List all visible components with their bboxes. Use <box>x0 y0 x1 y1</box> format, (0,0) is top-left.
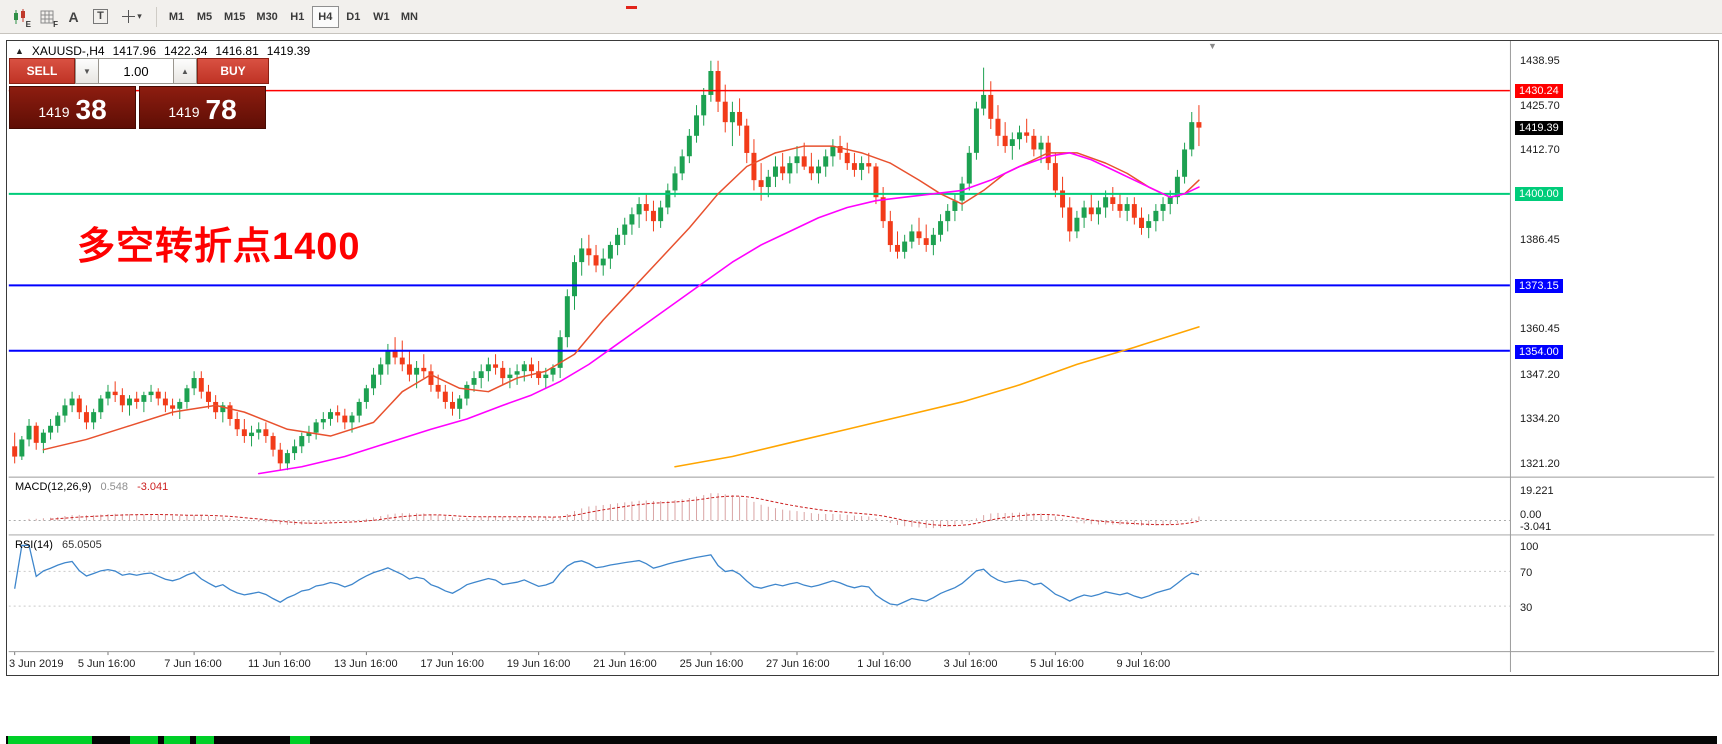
rsi-caption: RSI(14) 65.0505 <box>15 539 108 551</box>
time-axis-label: 25 Jun 16:00 <box>679 658 744 670</box>
indicator-axis-label: 19.221 <box>1520 485 1554 497</box>
macd-label: MACD(12,26,9) <box>15 481 92 493</box>
bid-price-pips: 38 <box>75 94 107 125</box>
candlestick-chart[interactable] <box>7 41 1716 673</box>
scroll-to-end-icon[interactable]: ▼ <box>1208 41 1217 51</box>
timeframe-group: M1 M5 M15 M30 H1 H4 D1 W1 MN <box>163 5 423 28</box>
time-axis-label: 11 Jun 16:00 <box>247 658 311 670</box>
time-axis-label: 7 Jun 16:00 <box>164 658 222 670</box>
terminal-strip-segment <box>8 736 92 744</box>
time-axis-label: 3 Jun 2019 <box>9 658 64 670</box>
time-axis-label: 5 Jun 16:00 <box>77 658 136 670</box>
price-level-tag: 1373.15 <box>1515 279 1563 294</box>
timeframe-button-D1[interactable]: D1 <box>340 6 367 28</box>
ask-price-main: 1419 <box>168 104 200 120</box>
rsi-label: RSI(14) <box>15 539 53 551</box>
cursor-tool-button[interactable]: ▾ <box>114 5 150 29</box>
text-label-button[interactable]: A <box>60 5 87 29</box>
time-axis-label: 19 Jun 16:00 <box>506 658 571 670</box>
timeframe-button-MN[interactable]: MN <box>396 6 423 28</box>
time-axis-label: 27 Jun 16:00 <box>765 658 830 670</box>
chevron-down-icon: ▾ <box>137 11 142 21</box>
terminal-strip-segment <box>196 736 214 744</box>
price-axis-label: 1321.20 <box>1520 457 1560 470</box>
terminal-edge-strip <box>6 736 1717 744</box>
ohlc-low: 1416.81 <box>215 44 259 58</box>
crosshair-icon <box>122 10 136 23</box>
price-level-tag: 1354.00 <box>1515 344 1563 359</box>
top-toolbar: E F A T ▾ M1 M5 M15 M30 H1 H4 D1 W1 MN <box>0 0 1722 34</box>
macd-main-value: 0.548 <box>100 481 129 493</box>
text-box-icon: T <box>93 9 108 24</box>
price-axis-label: 1334.20 <box>1520 413 1560 425</box>
symbol-timeframe-label: XAUUSD-,H4 <box>31 44 105 58</box>
time-axis-label: 21 Jun 16:00 <box>593 658 657 670</box>
time-axis-label: 5 Jul 16:00 <box>1030 658 1084 670</box>
volume-decrease-button[interactable]: ▼ <box>75 58 99 84</box>
text-label-icon: A <box>68 8 79 25</box>
grid-button[interactable]: F <box>33 5 60 29</box>
ask-price-tile[interactable]: 1419 78 <box>139 86 266 129</box>
terminal-strip-segment <box>290 736 310 744</box>
timeframe-button-H4[interactable]: H4 <box>311 5 339 28</box>
collapse-panel-icon[interactable]: ▲ <box>15 46 24 56</box>
price-axis-label: 1347.20 <box>1520 368 1560 381</box>
price-axis-label: 1360.45 <box>1520 323 1560 336</box>
chart-window: ▲ XAUUSD-,H4 1417.96 1422.34 1416.81 141… <box>6 40 1719 676</box>
rsi-value: 65.0505 <box>61 539 102 551</box>
indicator-axis-label: 0.00 <box>1520 509 1542 521</box>
terminal-strip-segment <box>164 736 190 744</box>
timeframe-button-H1[interactable]: H1 <box>284 6 311 28</box>
indicator-axis-label: -3.041 <box>1520 521 1552 533</box>
timeframe-button-M30[interactable]: M30 <box>251 6 282 28</box>
price-axis-label: 1412.70 <box>1520 144 1560 157</box>
grid-sub-label: F <box>53 19 58 29</box>
time-axis-label: 9 Jul 16:00 <box>1116 658 1171 670</box>
ohlc-open: 1417.96 <box>112 44 156 58</box>
toolbar-separator <box>156 6 157 27</box>
chart-header: ▲ XAUUSD-,H4 1417.96 1422.34 1416.81 141… <box>15 44 310 58</box>
bid-price-tile[interactable]: 1419 38 <box>9 86 136 129</box>
timeframe-button-M1[interactable]: M1 <box>163 6 190 28</box>
price-axis-label: 1438.95 <box>1520 54 1560 67</box>
timeframe-button-M5[interactable]: M5 <box>191 6 218 28</box>
chart-type-sub-label: E <box>25 19 31 29</box>
price-level-tag: 1419.39 <box>1515 120 1563 135</box>
grid-icon <box>40 10 53 23</box>
price-level-tag: 1430.24 <box>1515 83 1563 98</box>
time-axis-label: 1 Jul 16:00 <box>857 658 912 670</box>
buy-button[interactable]: BUY <box>197 58 269 84</box>
indicator-axis-label: 100 <box>1520 541 1539 553</box>
ohlc-high: 1422.34 <box>164 44 208 58</box>
time-axis-label: 13 Jun 16:00 <box>333 658 398 670</box>
text-box-button[interactable]: T <box>87 5 114 29</box>
ohlc-close: 1419.39 <box>266 44 311 58</box>
time-axis-label: 17 Jun 16:00 <box>420 658 484 670</box>
time-axis-label: 3 Jul 16:00 <box>943 658 998 670</box>
volume-increase-button[interactable]: ▲ <box>173 58 197 84</box>
sell-button[interactable]: SELL <box>9 58 75 84</box>
price-level-tag: 1400.00 <box>1515 187 1563 202</box>
one-click-trade-panel: SELL ▼ ▲ BUY 1419 38 1419 78 <box>9 58 269 129</box>
indicator-axis-label: 30 <box>1520 602 1533 614</box>
red-dash-marker <box>626 6 637 9</box>
ask-price-pips: 78 <box>205 94 237 125</box>
bid-price-main: 1419 <box>38 104 70 120</box>
macd-caption: MACD(12,26,9) 0.548 -3.041 <box>15 481 174 493</box>
timeframe-button-M15[interactable]: M15 <box>219 6 250 28</box>
indicator-axis-label: 70 <box>1520 567 1533 579</box>
price-axis-label: 1386.45 <box>1520 234 1560 247</box>
chart-annotation-text: 多空转折点1400 <box>77 226 361 268</box>
timeframe-button-W1[interactable]: W1 <box>368 6 395 28</box>
terminal-strip-segment <box>130 736 158 744</box>
macd-signal-value: -3.041 <box>137 481 169 493</box>
candlestick-chart-icon <box>13 8 25 24</box>
price-axis-label: 1425.70 <box>1520 99 1560 112</box>
chart-type-button[interactable]: E <box>6 5 33 29</box>
volume-input[interactable] <box>99 58 173 84</box>
